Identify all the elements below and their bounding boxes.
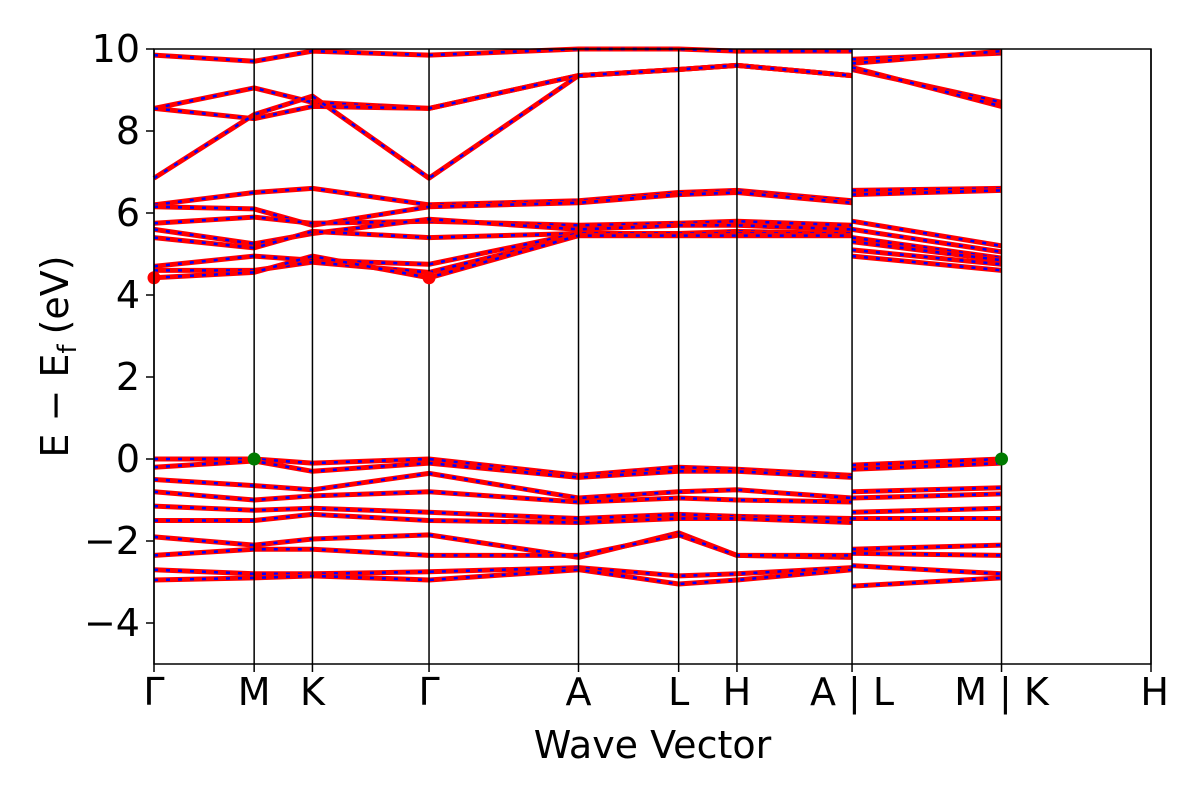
vbm-marker-2 — [247, 452, 261, 466]
y-tick-label-3: 2 — [116, 355, 140, 399]
x-tick-label-7: A | L — [810, 670, 894, 715]
y-axis: −4 −2 0 2 4 6 8 10 — [84, 27, 154, 645]
y-tick-label-6: 8 — [116, 109, 140, 153]
y-tick-label-0: −4 — [84, 601, 140, 645]
x-tick-label-3: Γ — [418, 670, 439, 714]
y-tick-label-1: −2 — [84, 519, 140, 563]
x-tick-label-4: A — [566, 670, 592, 714]
band-line-dash-21 — [153, 568, 1002, 588]
x-tick-label-0: Γ — [143, 670, 164, 714]
x-tick-label-9: H — [1140, 670, 1169, 714]
band-line-dash-7 — [153, 217, 1002, 254]
band-line-dash-15 — [153, 490, 1002, 504]
band-line-dash-1 — [153, 49, 1002, 110]
band-line-dash-12 — [154, 457, 1002, 477]
y-tick-label-5: 6 — [116, 191, 140, 235]
x-tick-label-1: M — [238, 670, 271, 714]
cbm-marker-1 — [422, 271, 436, 285]
plot-frame — [153, 48, 1152, 665]
x-tick-label-5: L — [668, 670, 689, 714]
vbm-marker-3 — [995, 452, 1009, 466]
x-axis-title: Wave Vector — [534, 723, 772, 767]
band-lines — [152, 48, 1003, 589]
band-line-dash-11 — [153, 234, 1002, 280]
band-line-dash-18 — [153, 531, 1002, 559]
x-tick-label-8: M | K — [954, 670, 1050, 715]
band-line-dash-17 — [154, 513, 1002, 524]
y-tick-label-7: 10 — [92, 27, 140, 71]
y-axis-title-main: E − E — [33, 354, 77, 458]
x-tick-label-2: K — [300, 670, 326, 714]
band-line-dash-14 — [153, 472, 1002, 500]
band-line-dash-3 — [153, 64, 1002, 180]
band-line-dash-5 — [153, 189, 1002, 227]
band-line-3 — [152, 62, 1003, 181]
y-tick-label-2: 0 — [116, 437, 140, 481]
band-line-dash-20 — [153, 564, 1002, 578]
band-line-dash-16 — [153, 504, 1002, 520]
y-axis-title: E − Ef (eV) — [33, 255, 83, 457]
y-tick-label-4: 4 — [116, 273, 140, 317]
x-tick-label-6: H — [723, 670, 752, 714]
y-axis-title-subscript: f — [53, 344, 83, 354]
band-line-1 — [153, 48, 1002, 111]
band-line-dash-13 — [153, 459, 1002, 479]
y-axis-title-unit: (eV) — [33, 255, 77, 334]
